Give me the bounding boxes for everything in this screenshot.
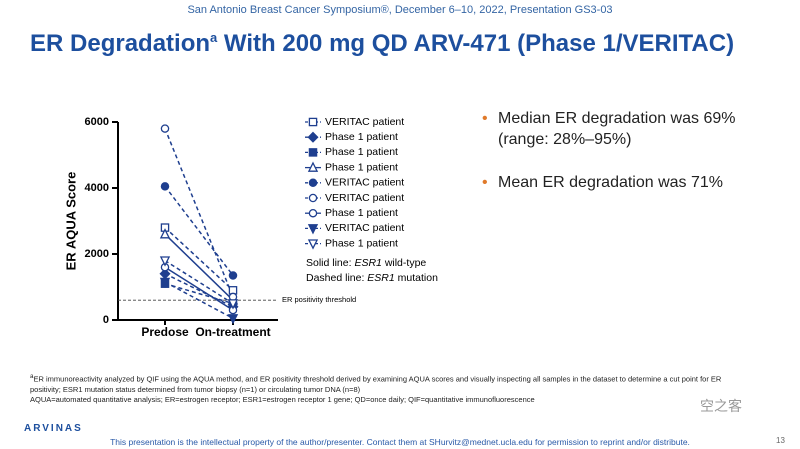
bullet: Mean ER degradation was 71% — [482, 172, 788, 193]
legend-marker — [307, 161, 319, 172]
series-line — [164, 281, 234, 320]
y-axis-label: ER AQUA Score — [63, 172, 78, 271]
y-tick-label: 4000 — [85, 182, 109, 194]
legend-marker — [308, 178, 318, 188]
note-desc: wild-type — [384, 257, 427, 269]
legend-label: VERITAC patient — [325, 192, 404, 204]
legend-marker — [307, 224, 319, 235]
y-tick-label: 6000 — [85, 116, 109, 128]
note-label: Dashed line: — [306, 272, 364, 284]
x-tick-label: On-treatment — [195, 325, 270, 339]
note-gene: ESR1 — [354, 257, 381, 269]
footnote-text: ER immunoreactivity analyzed by QIF usin… — [33, 374, 722, 384]
footnote: positivity; ESR1 mutation status determi… — [30, 384, 361, 394]
bullet-list: Median ER degradation was 69% (range: 28… — [482, 108, 788, 215]
title-sup: a — [210, 30, 218, 45]
legend-label: Phase 1 patient — [325, 207, 398, 219]
footnote-sup: a — [30, 373, 34, 380]
data-point — [159, 277, 171, 289]
bullet: Median ER degradation was 69% (range: 28… — [482, 108, 788, 150]
footnote: aER immunoreactivity analyzed by QIF usi… — [30, 372, 721, 385]
legend-label: VERITAC patient — [325, 177, 404, 189]
logo: ARVINAS — [24, 423, 83, 434]
legend-marker — [308, 148, 318, 157]
legend-label: VERITAC patient — [325, 116, 404, 128]
series-line — [164, 266, 234, 311]
series-line — [164, 233, 234, 301]
footnotes: aER immunoreactivity analyzed by QIF usi… — [30, 372, 721, 405]
page-number: 13 — [776, 436, 785, 445]
legend-label: Phase 1 patient — [325, 146, 398, 158]
legend-label: Phase 1 patient — [325, 161, 398, 173]
y-tick-label: 2000 — [85, 248, 109, 260]
title-main: ER Degradation — [30, 30, 211, 57]
legend-marker — [307, 239, 319, 250]
title-rest: With 200 mg QD ARV-471 (Phase 1/VERITAC) — [217, 30, 735, 57]
legend-label: Phase 1 patient — [325, 131, 398, 143]
data-point — [227, 299, 239, 310]
x-tick-label: Predose — [141, 325, 189, 339]
data-point — [159, 228, 171, 239]
chart: ER AQUA Score 0 2000 4000 6000 Predose On-trea… — [63, 116, 438, 339]
legend-marker — [308, 117, 318, 127]
series-line — [164, 273, 234, 308]
legend-marker — [308, 193, 318, 203]
data-point — [159, 256, 171, 267]
note-desc: mutation — [398, 272, 438, 284]
data-point — [227, 314, 239, 325]
legend-marker — [307, 131, 319, 143]
footnote: AQUA=automated quantitative analysis; ER… — [30, 394, 535, 404]
legend-label: Phase 1 patient — [325, 237, 398, 249]
data-point — [160, 182, 170, 191]
threshold-label: ER positivity threshold — [282, 295, 356, 304]
series-line — [164, 128, 234, 298]
y-tick-label: 0 — [103, 314, 109, 326]
header: San Antonio Breast Cancer Symposium®, De… — [187, 4, 613, 16]
note-gene: ESR1 — [367, 272, 394, 284]
legend-label: VERITAC patient — [325, 222, 404, 234]
data-point — [160, 124, 170, 133]
note-label: Solid line: — [306, 257, 352, 269]
series-line — [164, 282, 234, 305]
title: ER Degradationa With 200 mg QD ARV-471 (… — [30, 30, 734, 58]
series-line — [164, 227, 234, 291]
legend-marker — [308, 208, 318, 218]
series-line — [164, 185, 234, 276]
legend-note: Solid line: ESR1 wild-type — [306, 257, 426, 269]
legend-note: Dashed line: ESR1 mutation — [306, 272, 438, 284]
data-point — [228, 271, 238, 280]
watermark: 空之客 — [700, 398, 742, 414]
footer-notice: This presentation is the intellectual pr… — [110, 437, 690, 447]
